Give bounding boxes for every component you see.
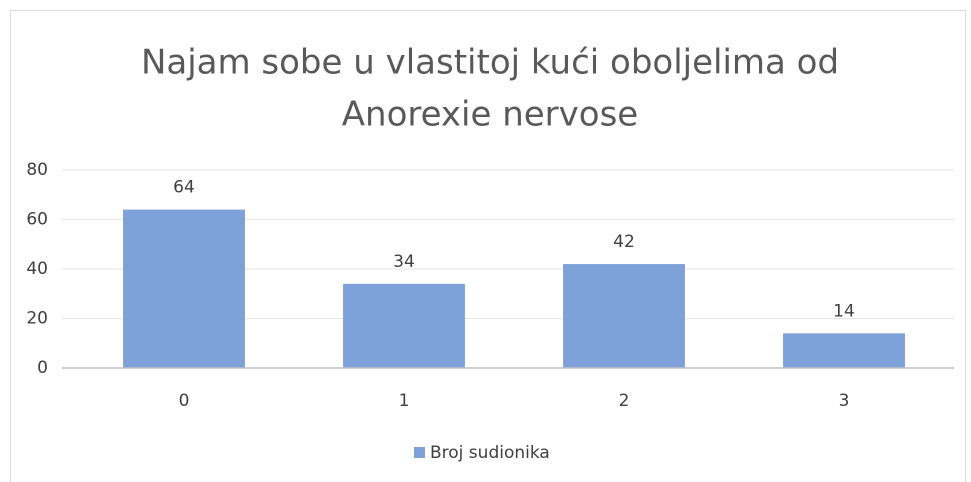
- legend-label: Broj sudionika: [430, 443, 550, 463]
- y-tick-label: 80: [26, 160, 48, 180]
- y-tick-label: 20: [26, 309, 48, 329]
- bar: [563, 264, 685, 368]
- data-label: 14: [833, 301, 855, 321]
- data-label: 42: [613, 232, 635, 252]
- data-label: 34: [393, 252, 415, 272]
- x-tick-label: 1: [399, 391, 410, 411]
- x-tick-label: 3: [839, 391, 850, 411]
- chart-title: Najam sobe u vlastitoj kući oboljelima o…: [141, 43, 839, 83]
- y-tick-label: 60: [26, 210, 48, 230]
- bar: [783, 333, 905, 368]
- y-tick-label: 0: [37, 358, 48, 378]
- chart-title: Anorexie nervose: [342, 95, 638, 135]
- legend-swatch: [414, 447, 425, 458]
- x-tick-label: 0: [179, 391, 190, 411]
- x-tick-label: 2: [619, 391, 630, 411]
- bar: [123, 209, 245, 368]
- y-tick-label: 40: [26, 259, 48, 279]
- bar: [343, 283, 465, 368]
- data-label: 64: [173, 178, 195, 198]
